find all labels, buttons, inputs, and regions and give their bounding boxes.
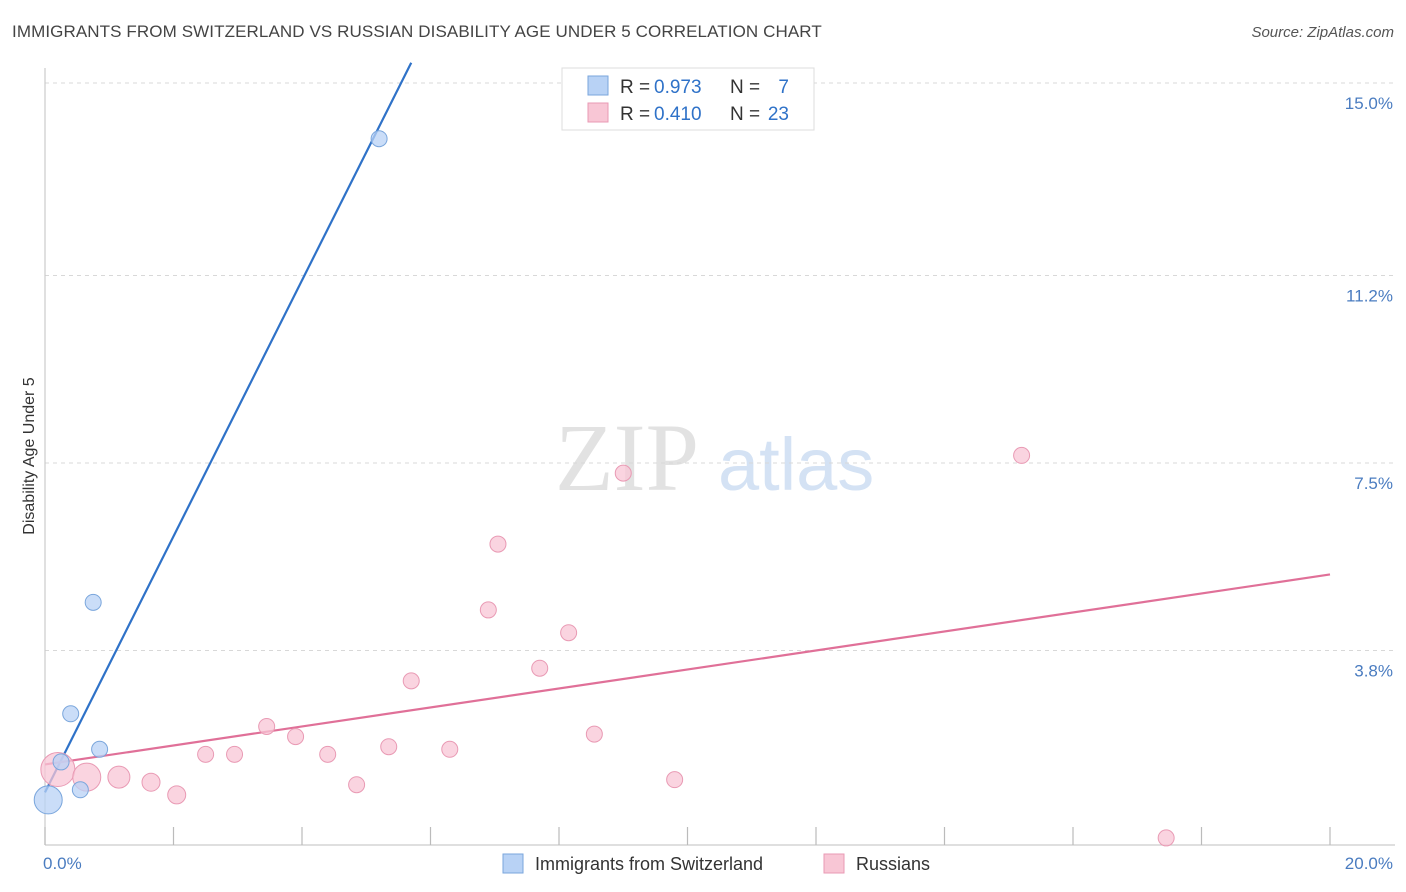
legend-r-value-1: 0.973	[654, 77, 702, 98]
data-point	[666, 771, 684, 789]
data-point	[370, 130, 388, 148]
bottom-legend-label-pink: Russians	[856, 854, 930, 874]
data-point	[226, 745, 244, 763]
data-point	[62, 705, 80, 723]
data-point	[585, 725, 603, 743]
bottom-legend-label-blue: Immigrants from Switzerland	[535, 854, 763, 874]
data-point	[402, 672, 420, 690]
data-point	[1013, 446, 1031, 464]
data-point	[614, 464, 632, 482]
legend-n-label-1: N =	[730, 77, 760, 98]
watermark-zip: ZIP	[555, 404, 699, 511]
data-point	[197, 745, 215, 763]
data-point	[33, 785, 63, 815]
legend-r-value-2: 0.410	[654, 104, 702, 125]
legend-r-label-2: R =	[620, 104, 650, 125]
legend-n-label-2: N =	[730, 104, 760, 125]
data-point	[91, 740, 109, 758]
data-point	[141, 772, 161, 792]
x-tick-label: 20.0%	[1345, 854, 1393, 873]
bottom-legend-swatch-blue	[502, 853, 524, 874]
legend: R = 0.973 N = 7 R = 0.410 N = 23	[561, 67, 815, 131]
trend-line-1	[44, 573, 1331, 766]
bottom-legend: Immigrants from Switzerland Russians	[502, 853, 930, 874]
y-tick-label: 7.5%	[1354, 474, 1393, 493]
data-point	[489, 535, 507, 553]
bottom-legend-swatch-pink	[823, 853, 845, 874]
data-point	[84, 593, 102, 611]
watermark-atlas: atlas	[718, 423, 874, 506]
y-tick-label: 3.8%	[1354, 661, 1393, 680]
data-point	[1157, 829, 1175, 847]
y-tick-label: 15.0%	[1345, 94, 1393, 113]
y-axis-label: Disability Age Under 5	[21, 377, 38, 535]
legend-swatch-blue	[587, 75, 609, 96]
data-point	[287, 728, 305, 746]
legend-n-value-2: 23	[768, 104, 789, 125]
data-point	[479, 601, 497, 619]
data-point	[531, 659, 549, 677]
data-point	[258, 717, 276, 735]
data-point	[52, 753, 70, 771]
data-point	[107, 765, 131, 789]
data-point	[560, 624, 578, 642]
legend-swatch-pink	[587, 102, 609, 123]
data-point	[380, 738, 398, 756]
data-point	[167, 785, 187, 805]
chart-source: Source: ZipAtlas.com	[1251, 24, 1394, 41]
legend-r-label-1: R =	[620, 77, 650, 98]
chart-title: IMMIGRANTS FROM SWITZERLAND VS RUSSIAN D…	[12, 22, 822, 41]
data-point	[348, 776, 366, 794]
trend-line-0	[44, 62, 413, 793]
data-point	[319, 745, 337, 763]
data-point	[441, 740, 459, 758]
data-point	[71, 781, 89, 799]
y-tick-label: 11.2%	[1346, 287, 1393, 306]
x-tick-label: 0.0%	[43, 854, 82, 873]
legend-n-value-1: 7	[778, 77, 789, 98]
